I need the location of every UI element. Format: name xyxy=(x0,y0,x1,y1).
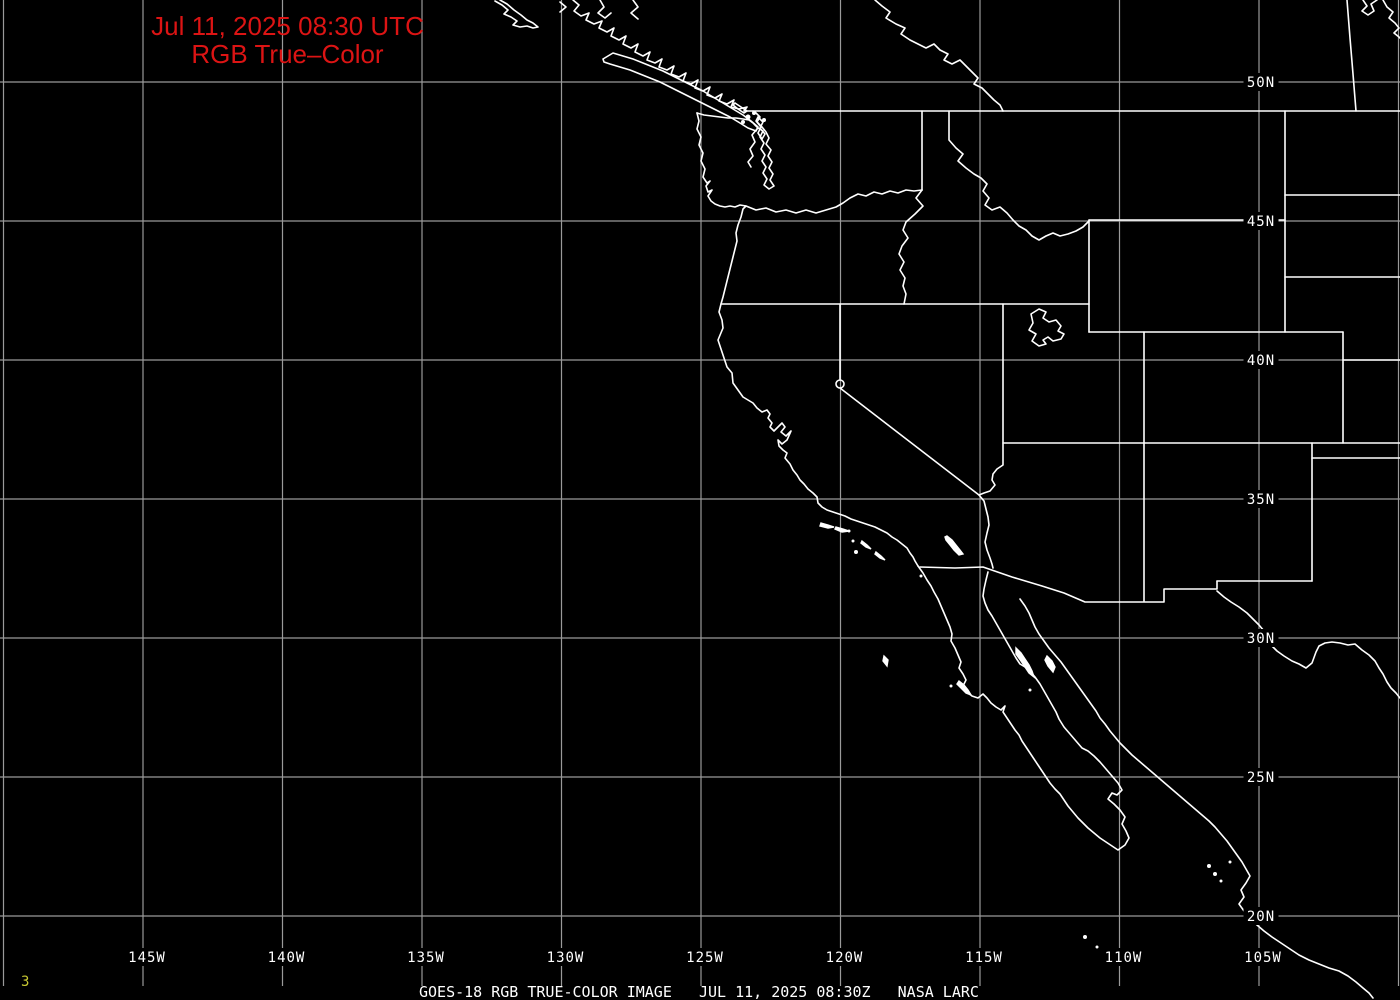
coast-puget-sound xyxy=(753,111,775,190)
island-dot xyxy=(741,120,745,124)
island-dot xyxy=(1095,945,1099,949)
lon-label: 105W xyxy=(1244,950,1282,966)
island-dot xyxy=(854,550,858,554)
coast-hood-canal xyxy=(747,128,758,168)
border-rio-grande xyxy=(1216,590,1400,699)
lat-label: 20N xyxy=(1247,909,1275,925)
lat-label-backing xyxy=(1243,212,1279,230)
coast-manitoba-lake-b xyxy=(1382,0,1400,39)
lon-label-backing xyxy=(543,948,588,966)
lon-label: 125W xyxy=(686,950,724,966)
title-line-product: RGB True–Color xyxy=(191,39,384,69)
lon-label: 135W xyxy=(407,950,445,966)
lat-label-backing xyxy=(1243,73,1279,91)
border-wa-or-columbia xyxy=(745,189,923,214)
coast-whidbey xyxy=(755,116,766,140)
lon-label-backing xyxy=(683,948,727,966)
great-salt-lake xyxy=(1028,308,1065,347)
lon-label: 120W xyxy=(826,950,864,966)
island-angel-de-la-guarda xyxy=(1015,646,1036,680)
island-dot xyxy=(949,684,953,688)
island-dot xyxy=(752,111,756,115)
lat-label: 45N xyxy=(1247,214,1275,230)
lat-label-backing xyxy=(1243,490,1279,508)
island-dot xyxy=(1028,688,1032,692)
lon-label-backing xyxy=(962,948,1006,966)
border-bc-alberta xyxy=(874,0,1004,112)
coast-mexico-mainland xyxy=(1019,598,1374,999)
border-ca-nv-diagonal xyxy=(839,387,980,496)
coast-bc-fjord-b xyxy=(630,0,639,20)
lat-label: 40N xyxy=(1247,353,1275,369)
coast-west-main xyxy=(696,112,919,567)
lat-label: 30N xyxy=(1247,631,1275,647)
coast-bc-fjord-c xyxy=(559,1,567,13)
border-sk-mb xyxy=(1346,0,1357,112)
coast-bc-mainland xyxy=(572,0,754,112)
salton-sea xyxy=(944,535,965,556)
border-id-or-snake xyxy=(898,189,924,305)
timestamp-title: Jul 11, 2025 08:30 UTC RGB True–Color xyxy=(115,12,460,68)
lon-label: 140W xyxy=(268,950,306,966)
lon-label: 115W xyxy=(965,950,1003,966)
island-tiburon xyxy=(1044,654,1056,674)
lake-tahoe xyxy=(835,379,845,389)
lon-label-backing xyxy=(264,948,309,966)
frame-number: 3 xyxy=(21,974,30,990)
island-san-miguel-santa-rosa xyxy=(819,522,835,529)
island-san-clemente xyxy=(874,550,886,561)
coast-juan-de-fuca xyxy=(696,112,754,124)
island-dot xyxy=(1228,860,1232,864)
island-dot xyxy=(762,118,766,122)
island-santa-catalina xyxy=(860,539,872,550)
border-us-mexico xyxy=(919,566,1218,603)
island-santa-cruz xyxy=(834,526,850,533)
title-line-datetime: Jul 11, 2025 08:30 UTC xyxy=(151,11,424,41)
border-nv-ut-114w xyxy=(978,303,1004,496)
coast-manitoba-lake-a xyxy=(1361,0,1378,16)
lon-label-backing xyxy=(125,948,169,966)
image-caption: GOES-18 RGB TRUE-COLOR IMAGE JUL 11, 202… xyxy=(419,983,979,1000)
coast-haida-gwaii xyxy=(494,0,539,29)
coast-baja-peninsula xyxy=(917,565,1130,851)
coast-bc-fjord-a xyxy=(597,0,612,19)
island-dot xyxy=(745,114,751,120)
coast-gulf-islands xyxy=(732,102,748,114)
island-dot xyxy=(1207,864,1211,868)
lon-label: 130W xyxy=(547,950,585,966)
island-dot xyxy=(1083,935,1087,939)
lat-label-backing xyxy=(1243,351,1279,369)
island-dot xyxy=(851,539,855,543)
lon-label-backing xyxy=(1101,948,1146,966)
lat-label-backing xyxy=(1243,768,1279,786)
lon-label: 110W xyxy=(1105,950,1143,966)
coast-vancouver-island xyxy=(602,52,759,132)
border-id-mt xyxy=(948,110,1090,241)
island-cedros xyxy=(956,679,973,697)
lat-label: 25N xyxy=(1247,770,1275,786)
island-guadalupe xyxy=(882,654,889,668)
lat-label-backing xyxy=(1243,629,1279,647)
border-colorado-river xyxy=(978,494,994,569)
island-dot xyxy=(919,574,923,578)
lon-label-backing xyxy=(822,948,867,966)
lon-label-backing xyxy=(1241,948,1285,966)
island-dot xyxy=(847,529,851,533)
island-dot xyxy=(1213,872,1217,876)
island-dot xyxy=(1219,879,1223,883)
lat-label: 35N xyxy=(1247,492,1275,508)
lat-label: 50N xyxy=(1247,75,1275,91)
lat-label-backing xyxy=(1243,907,1279,925)
lon-label-backing xyxy=(404,948,448,966)
lon-label: 145W xyxy=(128,950,166,966)
